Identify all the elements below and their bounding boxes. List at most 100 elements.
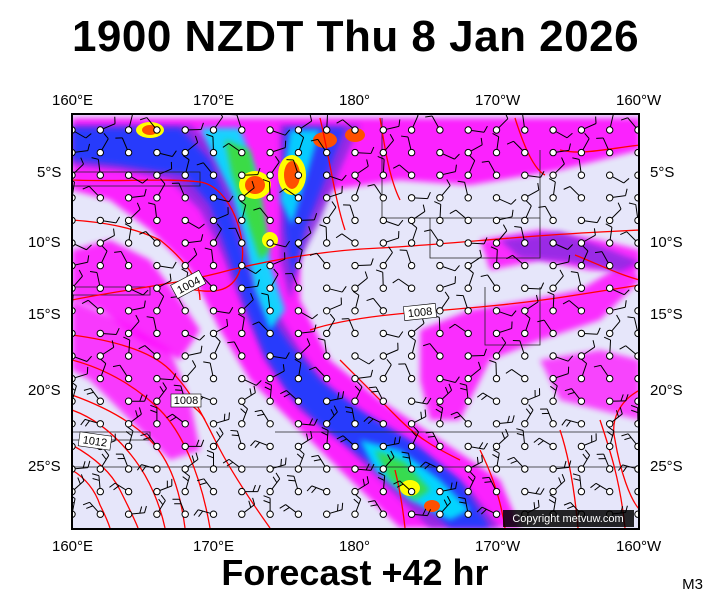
wind-barb-tick: [562, 300, 570, 305]
wind-barb-tick: [568, 143, 571, 151]
wind-barb-tick: [377, 155, 385, 160]
wind-barb-tick: [490, 246, 498, 251]
wind-barb-tick: [86, 391, 94, 395]
station-circle: [96, 352, 105, 360]
wind-barb-tick: [308, 226, 312, 234]
wind-barb-tick: [331, 201, 337, 208]
station-circle: [492, 352, 501, 360]
wind-barb-tick: [507, 415, 510, 423]
station-circle: [492, 465, 501, 473]
wind-barb-tick: [624, 300, 627, 308]
station-circle: [521, 261, 529, 270]
wind-barb-tick: [109, 482, 116, 488]
station-circle: [96, 420, 105, 428]
wind-barb-tick: [480, 508, 487, 515]
station-circle: [266, 329, 274, 338]
station-circle: [124, 194, 133, 202]
lon-label-top-170e: 170°E: [193, 92, 235, 109]
wind-barb-tick: [370, 504, 378, 507]
lat-label-left-5s: 5°S: [37, 164, 62, 181]
station-circle: [96, 487, 105, 496]
wind-barb-tick: [158, 290, 165, 297]
wind-barb-tick: [411, 430, 417, 437]
station-circle: [266, 239, 274, 247]
station-circle: [96, 374, 105, 383]
map-frame: [71, 113, 640, 530]
wind-barb-tick: [92, 478, 100, 481]
wind-barb-tick: [306, 485, 313, 492]
wind-barb-tick: [469, 155, 476, 161]
wind-barb-tick: [251, 180, 255, 188]
wind-barb-tick: [249, 388, 252, 396]
wind-barb-tick: [226, 318, 229, 326]
wind-barb-tick: [92, 473, 100, 477]
wind-barb-tick: [280, 390, 287, 395]
wind-barb-tick: [86, 244, 92, 251]
station-circle: [266, 171, 274, 179]
station-circle: [266, 374, 274, 383]
wind-barb-tick: [616, 314, 621, 322]
wind-barb-tick: [200, 234, 204, 242]
isobar-label-1008-east: 1008: [407, 306, 433, 320]
station-circle: [521, 126, 529, 134]
wind-barb-tick: [370, 146, 375, 154]
wind-barb-shaft: [637, 265, 639, 267]
wind-barb-tick: [369, 386, 377, 389]
wind-barb-tick: [222, 143, 229, 148]
station-circle: [124, 374, 133, 383]
wind-barb-tick: [476, 456, 479, 464]
wind-barb-tick: [264, 381, 272, 386]
copyright-text: Copyright metvuw.com: [512, 513, 623, 525]
station-circle: [492, 126, 501, 134]
station-circle: [124, 329, 133, 338]
wind-barb-tick: [540, 282, 545, 290]
station-circle: [379, 487, 387, 496]
wind-barb-tick: [506, 140, 514, 145]
wind-barb-tick: [453, 415, 461, 419]
wind-barb-tick: [561, 157, 565, 165]
wind-barb-tick: [366, 297, 374, 302]
wind-barb-tick: [413, 426, 419, 433]
station-circle: [96, 329, 105, 338]
wind-barb-tick: [378, 472, 385, 477]
wind-barb-tick: [355, 494, 362, 500]
wind-barb-tick: [336, 119, 343, 124]
wind-barb-tick: [198, 510, 204, 518]
wind-barb-tick: [639, 499, 643, 504]
wind-barb-tick: [317, 337, 325, 341]
station-circle: [436, 420, 444, 428]
station-circle: [521, 171, 529, 179]
wind-barb-tick: [644, 382, 648, 388]
lat-label-right-20s: 20°S: [650, 382, 683, 399]
wind-barb-tick: [630, 404, 638, 409]
wind-barb-tick: [455, 376, 460, 383]
station-circle: [238, 126, 246, 134]
wind-barb-tick: [558, 477, 562, 485]
wind-barb-tick: [216, 431, 221, 438]
wind-barb-tick: [566, 420, 571, 427]
wind-barb-tick: [216, 223, 222, 230]
station-circle: [436, 465, 444, 473]
station-circle: [577, 148, 586, 157]
wind-barb-tick: [502, 224, 508, 231]
wind-barb-tick: [313, 459, 321, 462]
wind-barb-tick: [222, 458, 230, 464]
wind-barb-tick: [138, 407, 142, 415]
station-circle: [436, 239, 444, 247]
station-circle: [464, 239, 472, 247]
wind-barb-shaft: [72, 332, 73, 334]
wind-barb-tick: [296, 453, 303, 459]
wind-barb-tick: [533, 502, 536, 510]
station-circle: [153, 465, 161, 473]
station-circle: [492, 194, 501, 202]
wind-barb-tick: [200, 439, 205, 447]
station-circle: [606, 239, 614, 247]
station-circle: [521, 420, 529, 428]
wind-barb-tick: [400, 135, 409, 138]
wind-barb-tick: [483, 442, 488, 450]
wind-barb-tick: [81, 299, 89, 305]
wind-barb-tick: [398, 119, 401, 127]
wind-barb-tick: [166, 413, 173, 419]
lat-label-left-15s: 15°S: [28, 306, 61, 323]
station-circle: [606, 487, 614, 496]
